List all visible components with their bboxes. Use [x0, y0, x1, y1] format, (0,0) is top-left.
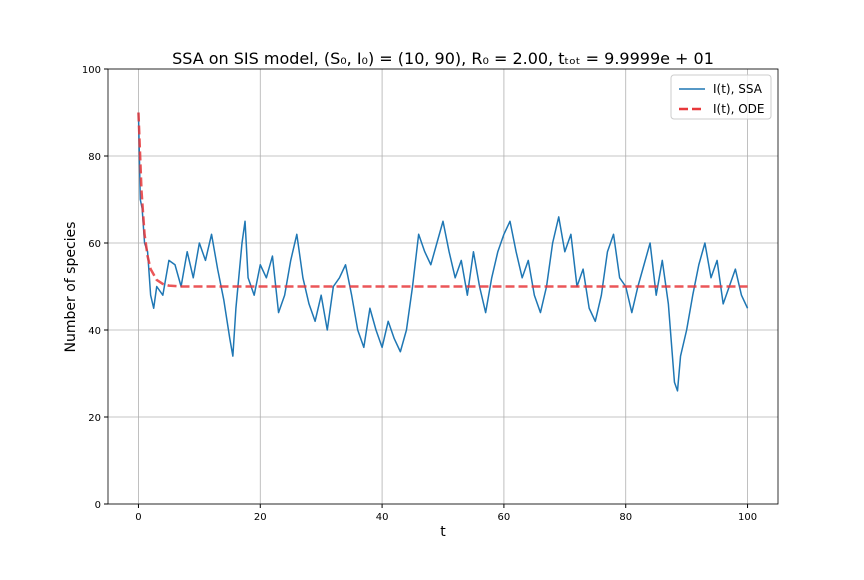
chart-title: SSA on SIS model, (S₀, I₀) = (10, 90), R… [172, 49, 714, 68]
y-axis-label: Number of species [63, 222, 79, 353]
y-tick-label: 100 [82, 65, 101, 76]
series-line [137, 112, 748, 288]
x-tick-label: 0 [135, 512, 141, 523]
y-tick-label: 60 [88, 239, 101, 250]
x-tick-label: 60 [498, 512, 511, 523]
x-tick-label: 20 [254, 512, 267, 523]
legend-label: I(t), ODE [713, 102, 765, 116]
y-tick-label: 80 [88, 152, 101, 163]
plot-frame [107, 68, 779, 505]
y-tick-label: 0 [95, 500, 101, 511]
x-axis-label: t [440, 524, 446, 540]
series-line [137, 112, 749, 392]
y-tick-label: 20 [88, 413, 101, 424]
legend-label: I(t), SSA [713, 82, 763, 96]
x-tick-label: 100 [738, 512, 757, 523]
x-tick-label: 40 [376, 512, 389, 523]
y-tick-label: 40 [88, 326, 101, 337]
x-tick-label: 80 [619, 512, 632, 523]
